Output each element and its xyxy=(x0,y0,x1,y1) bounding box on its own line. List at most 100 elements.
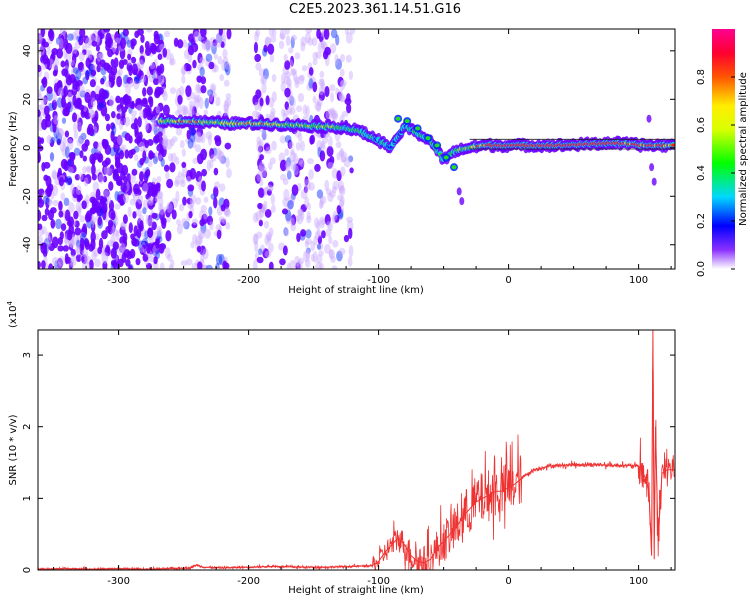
spectrogram-noise-point xyxy=(270,193,276,205)
spectrogram-noise-point xyxy=(314,230,320,240)
spectrogram-noise-point xyxy=(157,78,165,86)
spectrogram-noise-point xyxy=(319,218,326,226)
spectrogram-noise-point xyxy=(156,74,163,83)
spectrogram-noise-point xyxy=(163,134,168,146)
spectrogram-noise-point xyxy=(56,138,61,146)
spectrogram-noise-point xyxy=(115,229,120,242)
spectrogram-noise-point xyxy=(269,53,275,63)
spectrogram-noise-point xyxy=(180,104,186,116)
spectrogram-noise-point xyxy=(331,185,337,194)
spectrogram-noise-point xyxy=(268,227,274,237)
spectrogram-noise-point xyxy=(90,69,97,77)
spectrogram-noise-point xyxy=(156,176,162,183)
spectrogram-noise-point xyxy=(205,264,213,269)
spectrogram-noise-point xyxy=(145,123,152,134)
spectrogram-noise-point xyxy=(192,233,198,245)
spectrogram-noise-point xyxy=(341,110,349,118)
spectrogram-noise-point xyxy=(208,61,215,70)
spectrogram-x-tick-label: -100 xyxy=(367,275,390,286)
spectrogram-noise-point xyxy=(151,121,158,132)
spectrogram-noise-point xyxy=(213,196,218,209)
spectrogram-noise-point xyxy=(289,95,295,107)
spectrogram-noise-point xyxy=(73,147,81,156)
snr-series-noise xyxy=(38,369,675,570)
spectrogram-noise-point xyxy=(102,189,110,198)
spectrogram-noise-point xyxy=(84,69,90,78)
spectrogram-noise-point xyxy=(294,80,300,89)
spectrogram-noise-point xyxy=(138,131,143,141)
spectrogram-noise-point xyxy=(316,243,322,250)
spectrogram-noise-point xyxy=(122,232,128,243)
spectrogram-noise-point xyxy=(289,106,296,115)
spectrogram-noise-point xyxy=(255,89,262,99)
spectrogram-noise-point xyxy=(155,238,160,249)
snr-series-line xyxy=(38,330,675,570)
spectrogram-noise-point xyxy=(115,95,121,104)
spectrogram-noise-point xyxy=(196,126,204,138)
spectrogram-x-tick-label: 100 xyxy=(629,275,648,286)
spectrogram-noise-point xyxy=(339,93,345,102)
spectrogram-noise-point xyxy=(40,29,45,38)
spectrogram-noise-point xyxy=(271,91,277,103)
spectrogram-noise-point xyxy=(122,81,129,88)
spectrogram-noise-point xyxy=(262,169,267,178)
spectrogram-noise-point xyxy=(123,249,131,258)
spectrogram-noise-point xyxy=(67,136,74,144)
spectrogram-noise-point xyxy=(336,152,341,161)
spectrogram-noise-point xyxy=(263,143,271,152)
spectrogram-noise-point xyxy=(52,122,57,133)
spectrogram-noise-point xyxy=(220,155,227,164)
spectrogram-noise-point xyxy=(158,196,164,207)
spectrogram-noise-point xyxy=(48,263,54,269)
spectrogram-noise-point xyxy=(177,103,182,115)
spectrogram-noise-point xyxy=(76,239,81,248)
spectrogram-noise-point xyxy=(336,170,342,182)
spectrogram-noise-point xyxy=(194,97,200,109)
spectrogram-noise-point xyxy=(318,86,325,96)
spectrogram-noise-point xyxy=(74,235,80,247)
spectrogram-noise-point xyxy=(117,246,124,255)
spectrogram-noise-point xyxy=(283,188,290,201)
spectrogram-noise-point xyxy=(71,61,76,68)
spectrogram-noise-point xyxy=(46,86,53,94)
snr-scale-factor: (x104) xyxy=(6,300,19,328)
spectrogram-noise-point xyxy=(264,250,272,258)
colorbar-label: Normalized spectral amplitude xyxy=(738,72,749,226)
spectrogram-noise-point xyxy=(328,222,333,232)
spectrogram-noise-point xyxy=(60,158,68,170)
spectrogram-noise-point xyxy=(297,208,304,217)
spectrogram-noise-point xyxy=(316,29,321,39)
spectrogram-noise-point xyxy=(209,83,217,93)
spectrogram-noise-point xyxy=(290,217,295,227)
spectrogram-noise-point xyxy=(325,228,332,238)
spectrogram-noise-point xyxy=(282,178,289,186)
spectrogram-noise-point xyxy=(187,138,194,149)
spectrogram-noise-point xyxy=(85,194,90,204)
spectrogram-noise-point xyxy=(119,120,124,131)
spectrogram-noise-point xyxy=(313,217,320,229)
spectrogram-noise-point xyxy=(330,255,336,263)
spectrogram-noise-point xyxy=(259,244,265,253)
spectrogram-noise-point xyxy=(319,262,324,269)
spectrogram-noise-point xyxy=(52,69,58,77)
spectrogram-noise-point xyxy=(283,53,288,62)
spectrogram-noise-point xyxy=(162,138,168,150)
spectrogram-noise-point xyxy=(59,141,66,153)
snr-y-tick-label: 0 xyxy=(22,567,33,573)
spectrogram-noise-point xyxy=(85,165,92,172)
spectrogram-noise-point xyxy=(110,122,116,130)
spectrogram-noise-point xyxy=(151,221,157,231)
spectrogram-noise-point xyxy=(42,76,48,89)
spectrogram-noise-point xyxy=(146,243,151,254)
spectrogram-noise-point xyxy=(286,262,291,269)
spectrogram-noise-point xyxy=(203,211,208,220)
spectrogram-noise-point xyxy=(285,162,291,172)
spectrogram-noise-point xyxy=(82,166,87,174)
spectrogram-noise-point xyxy=(320,82,326,91)
spectrogram-noise-point xyxy=(102,260,108,269)
spectrogram-noise-point xyxy=(153,125,158,136)
spectrogram-noise-point xyxy=(284,135,292,143)
spectrogram-noise-point xyxy=(127,206,132,217)
spectrogram-noise-point xyxy=(195,170,203,183)
spectrogram-noise-point xyxy=(312,251,318,263)
